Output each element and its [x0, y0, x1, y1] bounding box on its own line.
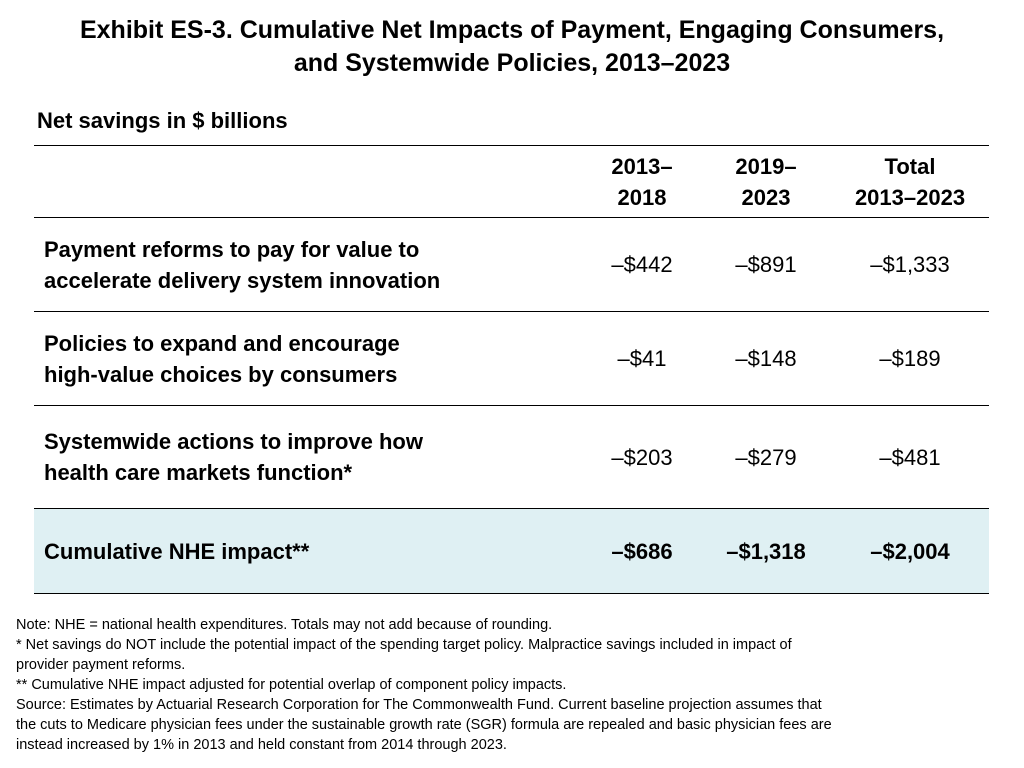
value-systemwide-actions-2019-2023: –$279	[735, 444, 797, 470]
header-blank-cell	[44, 146, 584, 217]
value-payment-reforms-2013-2018: –$442	[611, 252, 673, 277]
header-2013-2018: 2013– 2018	[592, 146, 692, 217]
row-label-payment-reforms: Payment reforms to pay for value to acce…	[44, 236, 441, 293]
header-total-line-2: 2013–2023	[854, 184, 966, 210]
table-row-consumer-policies: Policies to expand and encourage high-va…	[34, 311, 989, 405]
header-total-2013-2023: Total 2013–2023	[834, 146, 986, 217]
note-line: provider payment reforms.	[16, 657, 186, 673]
footnotes: Note: NHE = national health expenditures…	[16, 615, 1006, 755]
value-cumulative-total: –$2,004	[870, 538, 950, 564]
table-row-systemwide-actions: Systemwide actions to improve how health…	[34, 405, 989, 508]
header-2013-2018-line-1: 2013–	[611, 153, 673, 179]
value-consumer-policies-2013-2018: –$41	[617, 346, 667, 371]
note-line: * Net savings do NOT include the potenti…	[16, 637, 792, 653]
header-2019-2023-line-1: 2019–	[735, 153, 797, 179]
exhibit-title: Exhibit ES-3. Cumulative Net Impacts of …	[0, 14, 1024, 80]
header-2019-2023: 2019– 2023	[714, 146, 818, 217]
value-systemwide-actions-total: –$481	[879, 444, 941, 470]
header-2013-2018-line-2: 2018	[617, 184, 667, 210]
value-systemwide-actions-2013-2018: –$203	[611, 444, 673, 470]
note-line: ** Cumulative NHE impact adjusted for po…	[16, 677, 567, 693]
value-consumer-policies-2019-2023: –$148	[735, 346, 797, 371]
value-payment-reforms-2019-2023: –$891	[735, 252, 797, 277]
value-cumulative-2019-2023: –$1,318	[726, 538, 806, 564]
row-label-systemwide-actions: Systemwide actions to improve how health…	[44, 429, 423, 485]
header-total-line-1: Total	[884, 153, 936, 179]
note-line: Source: Estimates by Actuarial Research …	[16, 697, 822, 713]
note-line: the cuts to Medicare physician fees unde…	[16, 717, 832, 733]
exhibit-title-line-1: Exhibit ES-3. Cumulative Net Impacts of …	[79, 16, 945, 44]
note-line: Note: NHE = national health expenditures…	[16, 617, 553, 633]
note-line: instead increased by 1% in 2013 and held…	[16, 737, 507, 753]
exhibit-title-line-2: and Systemwide Policies, 2013–2023	[293, 49, 731, 77]
header-2019-2023-line-2: 2023	[741, 184, 791, 210]
row-label-consumer-policies: Policies to expand and encourage high-va…	[44, 330, 400, 387]
table-row-cumulative-total: Cumulative NHE impact** –$686 –$1,318 –$…	[34, 508, 989, 594]
value-cumulative-2013-2018: –$686	[611, 538, 673, 564]
net-savings-table: 2013– 2018 2019– 2023 Total 2013–2023 Pa…	[34, 145, 989, 594]
value-consumer-policies-total: –$189	[879, 346, 941, 371]
units-subtitle: Net savings in $ billions	[37, 108, 288, 133]
table-row-payment-reforms: Payment reforms to pay for value to acce…	[34, 217, 989, 311]
value-payment-reforms-total: –$1,333	[870, 252, 950, 277]
row-label-cumulative-total: Cumulative NHE impact**	[44, 538, 310, 564]
table-header-row: 2013– 2018 2019– 2023 Total 2013–2023	[34, 145, 989, 217]
